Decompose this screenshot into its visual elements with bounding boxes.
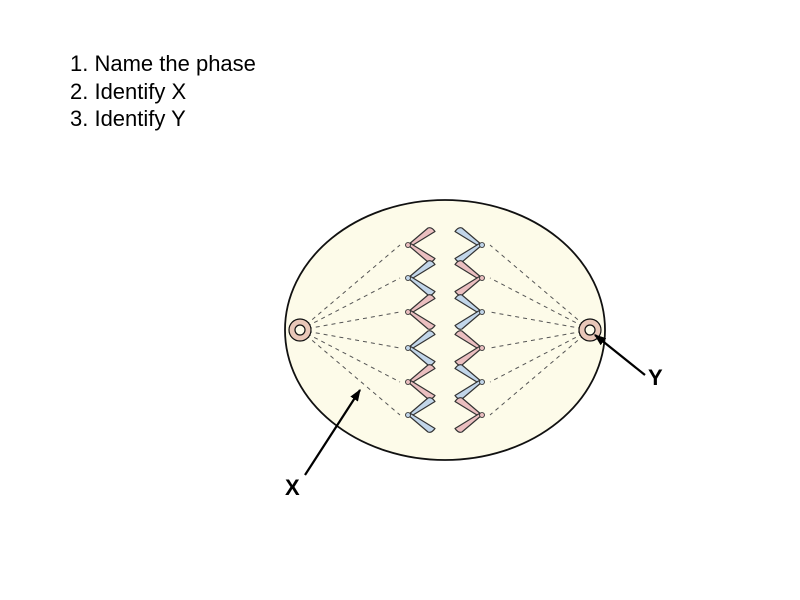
question-block: 1. Name the phase 2. Identify X 3. Ident… (70, 50, 256, 133)
label-text: X (285, 475, 300, 500)
centromere (480, 413, 485, 418)
question-3: 3. Identify Y (70, 105, 256, 133)
centromere (480, 380, 485, 385)
cell-membrane (285, 200, 605, 460)
centromere (406, 243, 411, 248)
centromere (480, 346, 485, 351)
centromere (480, 243, 485, 248)
centromere (480, 276, 485, 281)
centromere (406, 413, 411, 418)
centrosome-core (585, 325, 595, 335)
question-1: 1. Name the phase (70, 50, 256, 78)
centromere (406, 310, 411, 315)
centromere (480, 310, 485, 315)
centromere (406, 380, 411, 385)
question-2: 2. Identify X (70, 78, 256, 106)
label-text: Y (648, 365, 663, 390)
cell-svg: XY (250, 190, 680, 510)
centrosome-core (295, 325, 305, 335)
centromere (406, 346, 411, 351)
cell-diagram: XY (250, 190, 680, 490)
centromere (406, 276, 411, 281)
